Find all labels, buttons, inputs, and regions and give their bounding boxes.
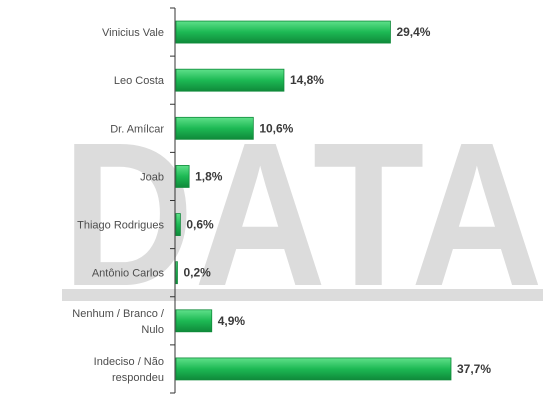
category-label: Indeciso / Não respondeu	[94, 356, 164, 384]
category-label: Leo Costa	[114, 75, 165, 87]
category-label: Joab	[140, 171, 164, 183]
value-label: 37,7%	[457, 362, 491, 376]
value-label: 29,4%	[396, 25, 430, 39]
bar	[175, 20, 391, 44]
bar	[175, 116, 254, 140]
bars-layer	[175, 20, 452, 381]
bar	[175, 213, 181, 236]
value-label: 1,8%	[195, 169, 223, 183]
category-label: Antônio Carlos	[92, 268, 165, 280]
category-label: Vinicius Vale	[102, 27, 164, 39]
bar	[175, 165, 190, 188]
watermark-text: DATA	[62, 100, 543, 329]
bar	[175, 357, 452, 381]
category-label: Dr. Amílcar	[110, 123, 164, 135]
bar	[175, 309, 213, 333]
category-label: Thiago Rodrigues	[77, 220, 164, 232]
watermark: DATA	[62, 100, 543, 329]
axis-ticks	[170, 7, 175, 394]
bar	[175, 68, 285, 92]
bar	[175, 261, 178, 285]
category-label: Nenhum / Branco / Nulo	[72, 308, 165, 336]
value-label: 0,6%	[186, 218, 214, 232]
labels-layer: 29,4% Vinicius Vale 14,8% Leo Costa 10,6% Dr.…	[72, 25, 491, 384]
value-label: 4,9%	[218, 314, 246, 328]
watermark-bar	[62, 289, 543, 301]
value-label: 14,8%	[290, 73, 324, 87]
value-label: 0,2%	[183, 266, 211, 280]
value-label: 10,6%	[259, 121, 293, 135]
